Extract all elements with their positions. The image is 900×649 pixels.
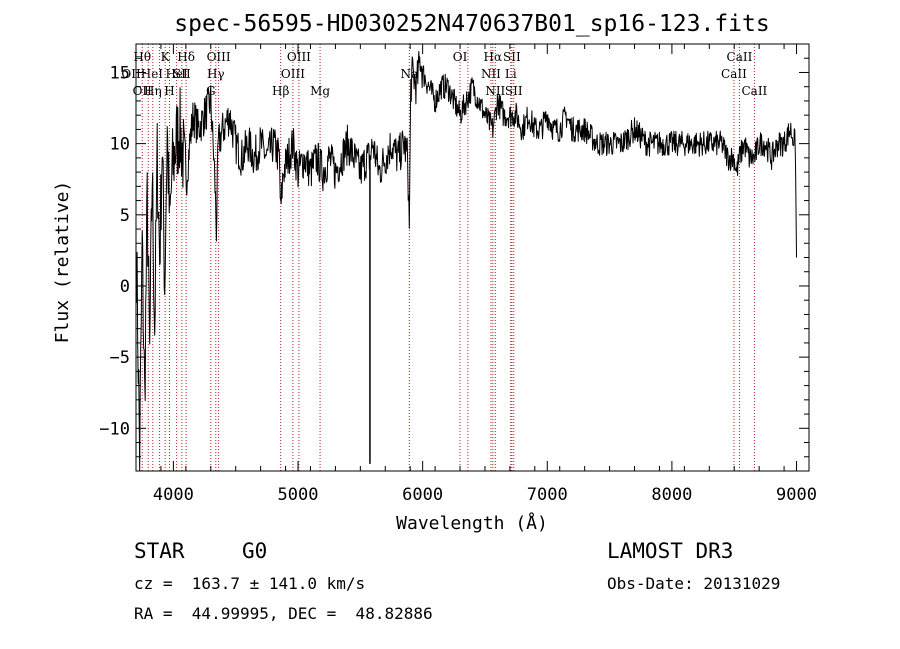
- line-marker-label: SII: [505, 84, 523, 98]
- x-tick-label: 8000: [651, 485, 692, 505]
- y-axis: −10 −5 0 5 10 15: [99, 43, 809, 472]
- x-axis-label: Wavelength (Å): [396, 512, 548, 534]
- x-tick-label: 6000: [402, 485, 443, 505]
- line-marker-label: OIII: [287, 50, 311, 64]
- y-tick-label: 0: [120, 277, 130, 297]
- observation-date: Obs-Date: 20131029: [607, 574, 781, 593]
- line-marker-label: OI: [453, 50, 468, 64]
- y-tick-label: 5: [120, 206, 130, 226]
- spectrum-line: [136, 50, 797, 472]
- spectral-line-markers: HθOIIHeIOIIHηKHHeISIIHδGHγOIIIHβOIIIOIII…: [121, 44, 768, 471]
- line-marker-label: Hγ: [207, 67, 225, 81]
- line-marker-label: CaII: [727, 50, 753, 64]
- y-axis-label: Flux (relative): [52, 181, 73, 344]
- line-marker-label: H: [164, 84, 174, 98]
- line-marker-label: Hθ: [133, 50, 151, 64]
- survey-name: LAMOST DR3: [607, 539, 734, 563]
- y-tick-label: 15: [110, 63, 130, 83]
- y-tick-label: −10: [99, 419, 130, 439]
- coordinates-readout: RA = 44.99995, DEC = 48.82886: [134, 604, 433, 623]
- line-marker-label: OIII: [207, 50, 231, 64]
- line-marker-label: NII: [485, 84, 505, 98]
- object-class: STAR: [134, 539, 185, 563]
- line-marker-label: OII: [133, 84, 153, 98]
- line-marker-label: Hβ: [272, 84, 289, 98]
- y-tick-label: 10: [110, 135, 130, 155]
- line-marker-label: Li: [505, 67, 517, 81]
- x-tick-label: 4000: [153, 485, 194, 505]
- line-marker-label: Mg: [310, 84, 330, 98]
- line-marker-label: CaII: [741, 84, 767, 98]
- velocity-readout: cz = 163.7 ± 141.0 km/s: [134, 574, 366, 593]
- line-marker-label: Hα: [484, 50, 503, 64]
- plot-frame: [135, 43, 810, 472]
- line-marker-label: SII: [503, 50, 521, 64]
- line-marker-label: K: [161, 50, 171, 64]
- y-tick-label: −5: [110, 348, 130, 368]
- x-tick-label: 7000: [527, 485, 568, 505]
- x-tick-label: 9000: [776, 485, 817, 505]
- line-marker-label: SII: [173, 67, 191, 81]
- x-tick-label: 5000: [278, 485, 319, 505]
- chart-title: spec-56595-HD030252N470637B01_sp16-123.f…: [174, 11, 769, 37]
- line-marker-label: OIII: [281, 67, 305, 81]
- spectral-subclass: G0: [242, 539, 268, 563]
- x-axis: 4000 5000 6000 7000 8000 9000: [135, 44, 817, 505]
- spectrum-series: [136, 50, 797, 472]
- line-marker-label: CaII: [721, 67, 747, 81]
- line-marker-label: HeI: [165, 67, 188, 81]
- line-marker-label: NII: [481, 67, 501, 81]
- line-marker-label: Hη: [144, 84, 162, 98]
- line-marker-label: Hδ: [177, 50, 195, 64]
